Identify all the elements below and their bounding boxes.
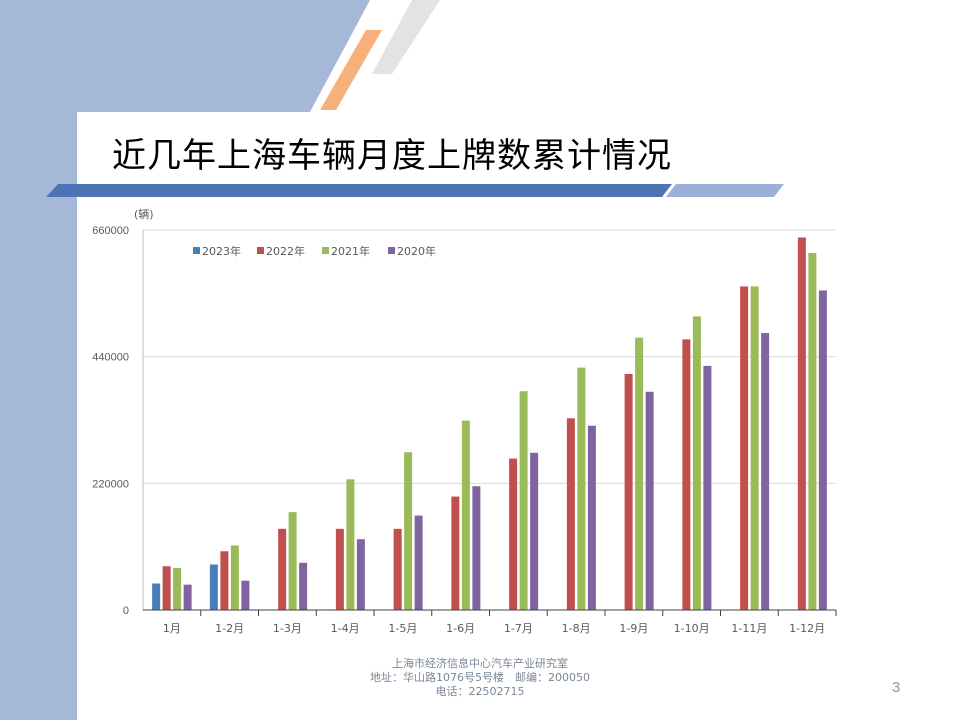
bar-2021年 xyxy=(346,479,355,610)
bar-2022年 xyxy=(797,237,806,610)
x-tick-label: 1-5月 xyxy=(388,622,417,635)
bar-2023年 xyxy=(209,564,218,610)
x-tick-label: 1月 xyxy=(163,622,181,635)
y-tick-label: 220000 xyxy=(92,478,129,490)
bar-2022年 xyxy=(335,528,344,610)
bar-2020年 xyxy=(241,580,250,610)
top-header-band xyxy=(0,0,370,112)
bar-2020年 xyxy=(703,365,712,610)
bar-2022年 xyxy=(393,528,402,610)
footer-org: 上海市经济信息中心汽车产业研究室 xyxy=(392,657,568,670)
bar-2021年 xyxy=(519,391,528,610)
bar-2021年 xyxy=(577,367,586,610)
x-tick-label: 1-8月 xyxy=(562,622,591,635)
legend-label: 2021年 xyxy=(331,244,370,258)
page-number: 3 xyxy=(892,679,901,696)
legend-swatch xyxy=(257,247,264,254)
bar-2020年 xyxy=(183,584,192,610)
y-tick-label: 660000 xyxy=(92,225,129,237)
bar-2021年 xyxy=(461,420,470,610)
x-tick-label: 1-7月 xyxy=(504,622,533,635)
x-tick-label: 1-2月 xyxy=(215,622,244,635)
bar-2020年 xyxy=(530,452,539,610)
legend-label: 2022年 xyxy=(266,244,305,258)
page-title: 近几年上海车辆月度上牌数累计情况 xyxy=(112,136,672,176)
bar-2022年 xyxy=(509,458,518,610)
x-tick-label: 1-11月 xyxy=(731,622,767,635)
y-unit-label: (辆) xyxy=(134,207,154,221)
bar-2023年 xyxy=(152,583,161,610)
bar-2021年 xyxy=(635,337,644,610)
legend-label: 2023年 xyxy=(202,244,241,258)
bar-2020年 xyxy=(356,539,365,610)
footer-address: 地址：华山路1076号5号楼 邮编：200050 xyxy=(370,671,590,684)
footer: 上海市经济信息中心汽车产业研究室 地址：华山路1076号5号楼 邮编：20005… xyxy=(340,657,620,699)
bar-2022年 xyxy=(220,551,229,610)
footer-phone: 电话：22502715 xyxy=(435,685,525,698)
bar-2021年 xyxy=(808,253,817,610)
bar-2020年 xyxy=(587,425,596,610)
bar-2020年 xyxy=(414,515,423,610)
bar-2020年 xyxy=(299,562,308,610)
legend-label: 2020年 xyxy=(397,244,436,258)
bar-2021年 xyxy=(173,567,182,610)
bar-2022年 xyxy=(278,528,287,610)
x-tick-label: 1-6月 xyxy=(446,622,475,635)
bar-2020年 xyxy=(818,290,827,610)
orange-stripe xyxy=(320,30,382,110)
grey-stripe xyxy=(372,0,440,74)
y-tick-label: 440000 xyxy=(92,352,129,364)
bar-2021年 xyxy=(288,512,297,610)
bar-2022年 xyxy=(624,373,633,610)
title-underline-light xyxy=(666,184,784,197)
bar-2020年 xyxy=(472,486,481,610)
y-tick-label: 0 xyxy=(123,605,129,617)
title-panel xyxy=(77,112,960,182)
bar-2021年 xyxy=(230,545,239,610)
title-underline-dark xyxy=(46,184,672,197)
bar-2021年 xyxy=(750,286,759,610)
left-sidebar-band xyxy=(0,0,77,720)
bar-2022年 xyxy=(566,418,575,610)
bar-2022年 xyxy=(162,566,171,610)
bar-2021年 xyxy=(404,452,413,610)
x-tick-label: 1-10月 xyxy=(674,622,710,635)
bar-2020年 xyxy=(645,391,654,610)
bar-2022年 xyxy=(740,286,749,610)
legend-swatch xyxy=(193,247,200,254)
bar-2020年 xyxy=(761,333,770,610)
x-tick-label: 1-3月 xyxy=(273,622,302,635)
legend-swatch xyxy=(388,247,395,254)
x-tick-label: 1-9月 xyxy=(619,622,648,635)
bar-2022年 xyxy=(451,496,460,610)
bar-2021年 xyxy=(692,316,701,610)
x-tick-label: 1-4月 xyxy=(331,622,360,635)
x-tick-label: 1-12月 xyxy=(789,622,825,635)
legend-swatch xyxy=(322,247,329,254)
bar-2022年 xyxy=(682,339,691,610)
